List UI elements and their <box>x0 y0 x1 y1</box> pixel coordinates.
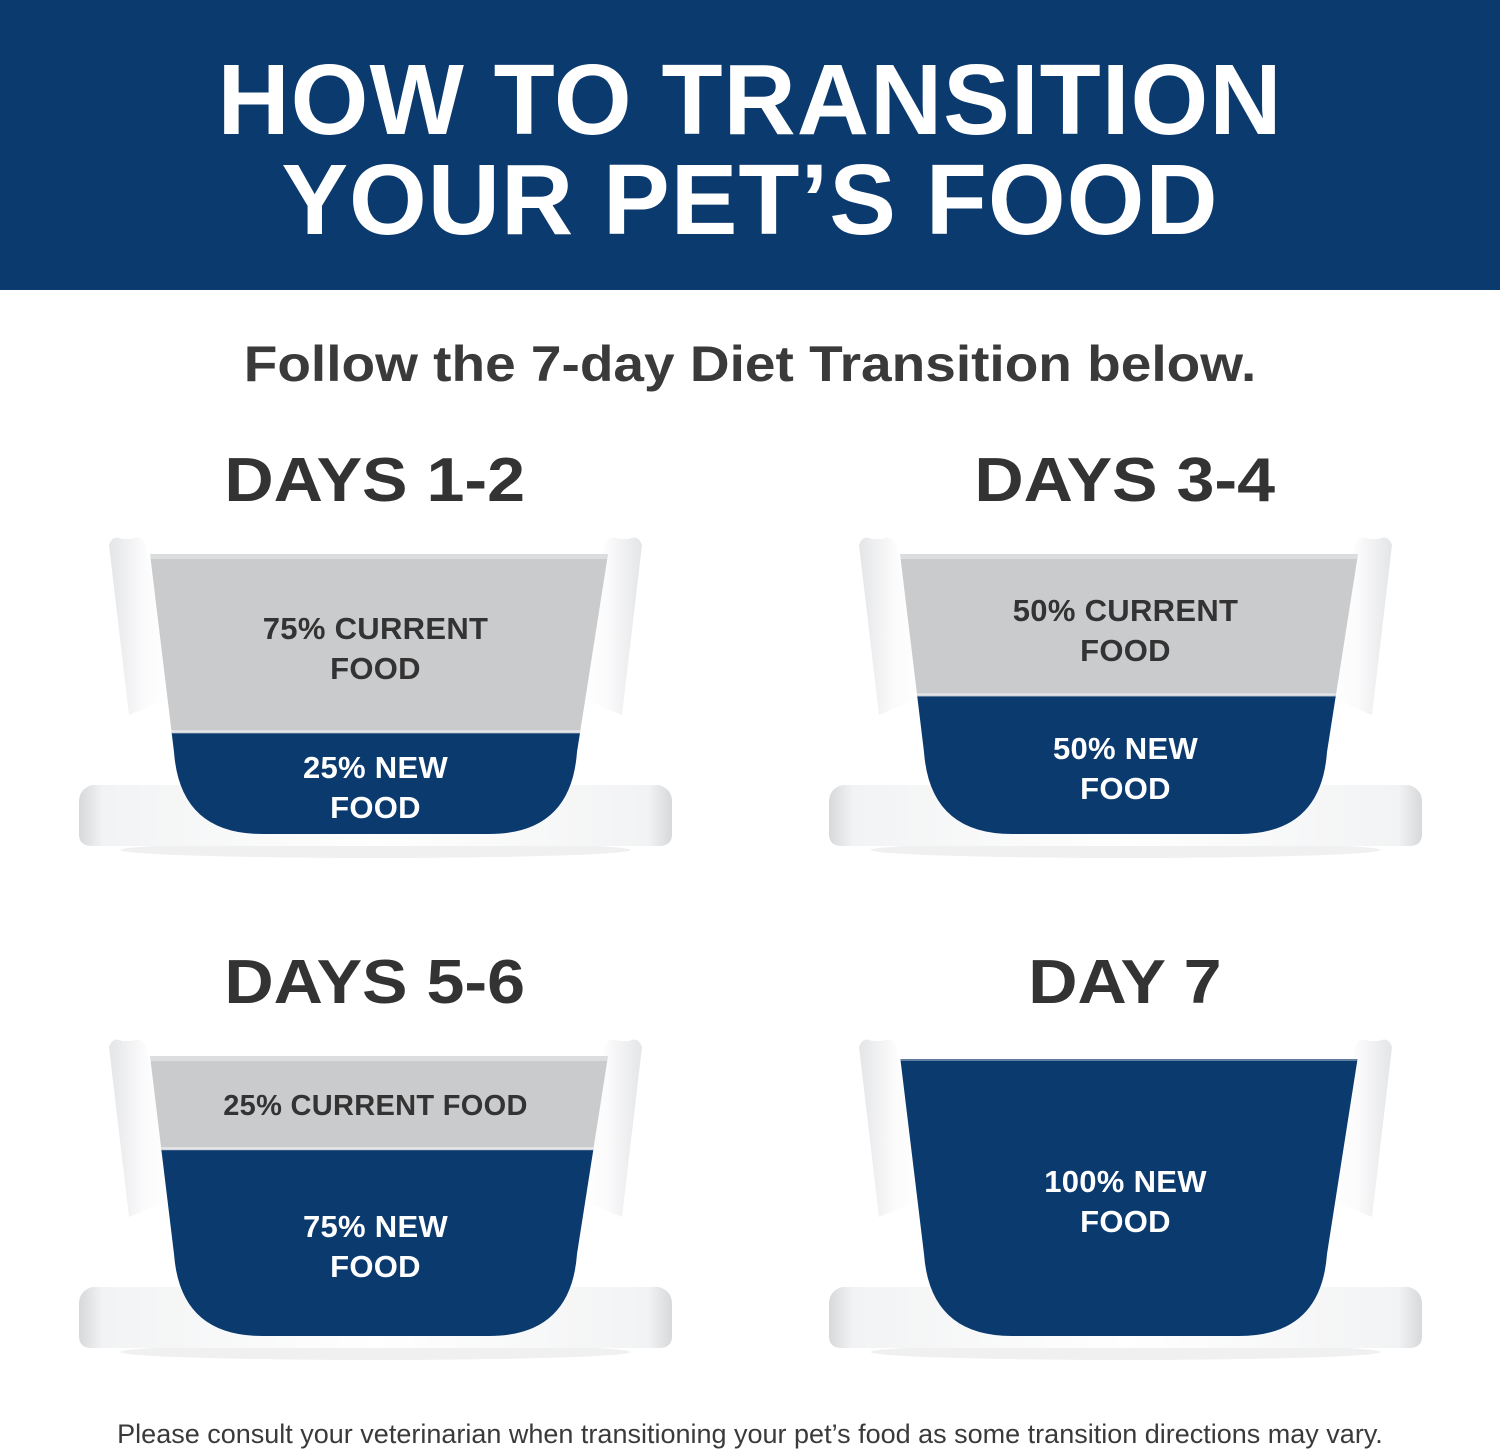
svg-text:FOOD: FOOD <box>330 1249 421 1284</box>
svg-text:25% NEW: 25% NEW <box>302 750 448 785</box>
svg-text:FOOD: FOOD <box>1080 1204 1171 1239</box>
svg-text:100% NEW: 100% NEW <box>1044 1164 1207 1199</box>
svg-text:75% NEW: 75% NEW <box>302 1209 448 1244</box>
svg-text:75% CURRENT: 75% CURRENT <box>262 611 488 646</box>
svg-text:FOOD: FOOD <box>1080 771 1171 806</box>
svg-text:FOOD: FOOD <box>330 790 421 825</box>
svg-text:FOOD: FOOD <box>330 651 421 686</box>
svg-text:25% CURRENT FOOD: 25% CURRENT FOOD <box>223 1090 528 1122</box>
svg-text:50% CURRENT: 50% CURRENT <box>1012 593 1238 628</box>
svg-text:FOOD: FOOD <box>1080 633 1171 668</box>
svg-text:50% NEW: 50% NEW <box>1052 731 1198 766</box>
